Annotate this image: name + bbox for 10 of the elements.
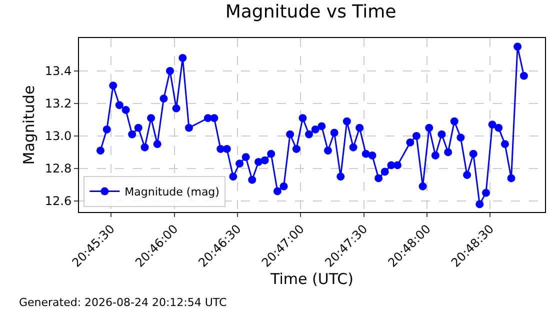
- text: Generated: 2026-08-24 20:12:54 UTC: [19, 296, 228, 309]
- chart-title: Magnitude vs Time: [225, 1, 396, 22]
- y-tick-label: 13.4: [44, 64, 72, 78]
- y-axis-title: Magnitude: [20, 85, 38, 165]
- y-tick-label: 13.0: [44, 129, 72, 144]
- y-tick-label: 12.6: [44, 194, 72, 208]
- y-tick-label: 13.2: [44, 96, 72, 111]
- x-axis-title: Time (UTC): [270, 270, 354, 288]
- legend-label: Magnitude (mag): [124, 186, 220, 199]
- y-tick-label: 12.8: [44, 162, 72, 176]
